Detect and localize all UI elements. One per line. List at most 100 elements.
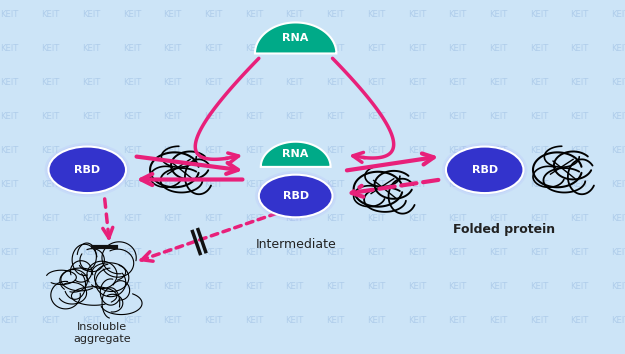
Text: KEIT: KEIT: [571, 10, 589, 19]
Text: KEIT: KEIT: [1, 112, 19, 121]
Text: KEIT: KEIT: [204, 248, 222, 257]
Text: KEIT: KEIT: [122, 248, 141, 257]
Text: KEIT: KEIT: [245, 248, 263, 257]
Text: KEIT: KEIT: [204, 78, 222, 87]
Text: KEIT: KEIT: [163, 180, 182, 189]
Text: KEIT: KEIT: [286, 282, 304, 291]
Text: KEIT: KEIT: [571, 214, 589, 223]
Text: KEIT: KEIT: [204, 282, 222, 291]
Text: KEIT: KEIT: [204, 44, 222, 53]
Text: KEIT: KEIT: [449, 282, 467, 291]
Text: KEIT: KEIT: [286, 315, 304, 325]
Text: KEIT: KEIT: [449, 248, 467, 257]
Text: KEIT: KEIT: [571, 112, 589, 121]
Text: KEIT: KEIT: [611, 146, 625, 155]
Text: KEIT: KEIT: [449, 112, 467, 121]
Text: KEIT: KEIT: [408, 282, 426, 291]
Text: KEIT: KEIT: [1, 248, 19, 257]
Text: KEIT: KEIT: [530, 214, 548, 223]
Text: KEIT: KEIT: [286, 146, 304, 155]
Text: KEIT: KEIT: [245, 282, 263, 291]
Text: KEIT: KEIT: [611, 44, 625, 53]
Text: KEIT: KEIT: [530, 44, 548, 53]
Text: KEIT: KEIT: [611, 282, 625, 291]
Ellipse shape: [255, 171, 336, 221]
Text: KEIT: KEIT: [82, 146, 100, 155]
Text: KEIT: KEIT: [286, 214, 304, 223]
Text: KEIT: KEIT: [1, 10, 19, 19]
Text: KEIT: KEIT: [611, 214, 625, 223]
Text: KEIT: KEIT: [367, 180, 385, 189]
Text: KEIT: KEIT: [82, 180, 100, 189]
Text: KEIT: KEIT: [41, 112, 59, 121]
Text: KEIT: KEIT: [326, 10, 344, 19]
Text: KEIT: KEIT: [489, 78, 508, 87]
Text: KEIT: KEIT: [286, 180, 304, 189]
Text: KEIT: KEIT: [163, 315, 182, 325]
Text: KEIT: KEIT: [530, 112, 548, 121]
Text: KEIT: KEIT: [41, 44, 59, 53]
Text: KEIT: KEIT: [326, 248, 344, 257]
Text: KEIT: KEIT: [122, 78, 141, 87]
Text: KEIT: KEIT: [408, 10, 426, 19]
Text: KEIT: KEIT: [571, 78, 589, 87]
Text: KEIT: KEIT: [163, 44, 182, 53]
Text: KEIT: KEIT: [367, 78, 385, 87]
Text: KEIT: KEIT: [245, 180, 263, 189]
Text: KEIT: KEIT: [122, 214, 141, 223]
Text: KEIT: KEIT: [41, 78, 59, 87]
Text: KEIT: KEIT: [408, 180, 426, 189]
Text: KEIT: KEIT: [611, 180, 625, 189]
Text: KEIT: KEIT: [82, 78, 100, 87]
Text: KEIT: KEIT: [611, 78, 625, 87]
Text: KEIT: KEIT: [367, 315, 385, 325]
Text: Insoluble
aggregate: Insoluble aggregate: [73, 322, 131, 344]
Text: KEIT: KEIT: [367, 214, 385, 223]
Text: KEIT: KEIT: [611, 315, 625, 325]
Ellipse shape: [49, 147, 126, 193]
Text: KEIT: KEIT: [571, 315, 589, 325]
Text: Intermediate: Intermediate: [255, 238, 336, 251]
Text: KEIT: KEIT: [449, 10, 467, 19]
Text: KEIT: KEIT: [489, 248, 508, 257]
Text: KEIT: KEIT: [82, 44, 100, 53]
Text: KEIT: KEIT: [530, 10, 548, 19]
Text: KEIT: KEIT: [245, 112, 263, 121]
Text: KEIT: KEIT: [408, 112, 426, 121]
Text: KEIT: KEIT: [245, 78, 263, 87]
Text: KEIT: KEIT: [449, 78, 467, 87]
Text: KEIT: KEIT: [82, 214, 100, 223]
Text: KEIT: KEIT: [122, 146, 141, 155]
Text: KEIT: KEIT: [449, 146, 467, 155]
Ellipse shape: [49, 147, 126, 193]
Text: KEIT: KEIT: [408, 214, 426, 223]
Text: KEIT: KEIT: [122, 180, 141, 189]
Text: KEIT: KEIT: [1, 214, 19, 223]
Ellipse shape: [446, 147, 524, 193]
Text: KEIT: KEIT: [286, 78, 304, 87]
Text: KEIT: KEIT: [489, 282, 508, 291]
Text: KEIT: KEIT: [122, 44, 141, 53]
Text: Folded protein: Folded protein: [453, 223, 555, 236]
Ellipse shape: [259, 175, 332, 217]
Text: KEIT: KEIT: [245, 44, 263, 53]
Text: KEIT: KEIT: [326, 180, 344, 189]
Text: KEIT: KEIT: [1, 44, 19, 53]
Text: KEIT: KEIT: [122, 10, 141, 19]
Text: KEIT: KEIT: [326, 146, 344, 155]
Text: KEIT: KEIT: [489, 10, 508, 19]
Text: KEIT: KEIT: [204, 214, 222, 223]
Text: KEIT: KEIT: [367, 10, 385, 19]
Text: KEIT: KEIT: [286, 112, 304, 121]
Text: KEIT: KEIT: [367, 248, 385, 257]
Text: KEIT: KEIT: [122, 282, 141, 291]
Text: KEIT: KEIT: [163, 214, 182, 223]
Text: KEIT: KEIT: [326, 44, 344, 53]
Text: KEIT: KEIT: [571, 146, 589, 155]
Text: RNA: RNA: [282, 149, 309, 159]
Text: KEIT: KEIT: [41, 315, 59, 325]
Text: KEIT: KEIT: [489, 214, 508, 223]
Text: KEIT: KEIT: [489, 180, 508, 189]
Text: KEIT: KEIT: [489, 44, 508, 53]
Text: KEIT: KEIT: [326, 282, 344, 291]
